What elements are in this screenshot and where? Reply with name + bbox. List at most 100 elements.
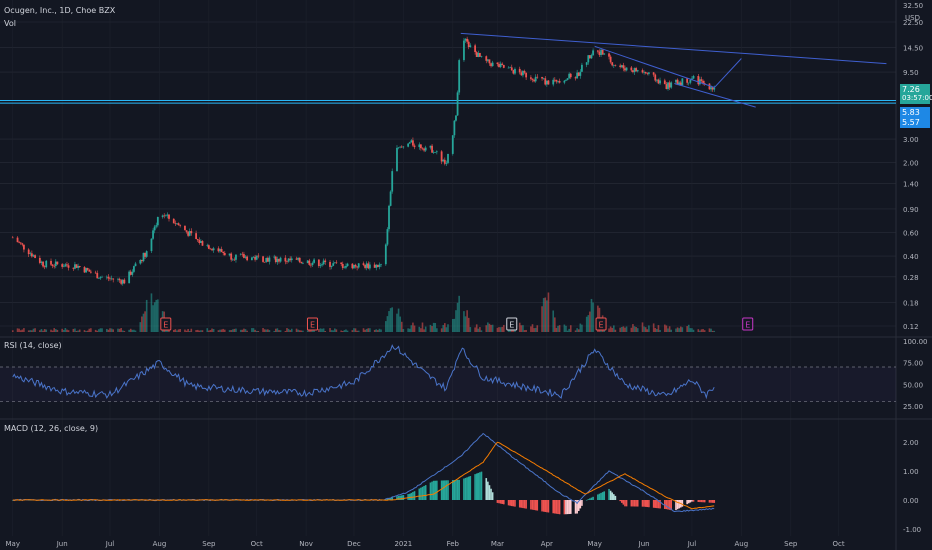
volume-bar (455, 310, 457, 332)
earnings-marker[interactable]: E (742, 317, 754, 331)
candle-body (340, 262, 343, 264)
macd-histogram-bar (525, 500, 527, 509)
candle-body (574, 77, 577, 79)
volume-bar (656, 329, 658, 332)
volume-bar (485, 325, 488, 332)
macd-histogram-bar (668, 500, 671, 510)
volume-bar (413, 325, 416, 332)
earnings-marker[interactable]: E (595, 317, 607, 331)
candle-body (156, 216, 159, 226)
macd-histogram-bar (587, 499, 590, 500)
volume-bar (101, 328, 103, 332)
volume-bar (200, 330, 202, 332)
candle-body (545, 80, 548, 85)
volume-bar (466, 310, 468, 332)
candle-body (588, 55, 591, 59)
volume-bar (429, 324, 432, 332)
price-axis-label: 1.40 (903, 180, 919, 188)
volume-bar (641, 322, 644, 332)
candle-body (284, 257, 287, 262)
macd-histogram-bar (455, 479, 457, 500)
candle-body (608, 53, 610, 57)
candle-body (643, 71, 645, 73)
volume-bar (289, 330, 291, 332)
macd-histogram-bar (397, 495, 400, 500)
candle-body (442, 159, 445, 162)
candle-body (184, 225, 186, 231)
candle-body (509, 67, 512, 69)
volume-bar (710, 328, 712, 332)
time-axis-label: Jul (105, 540, 115, 548)
volume-bar (179, 329, 181, 332)
candle-body (676, 79, 679, 85)
volume-bar (498, 327, 500, 332)
horizontal-lines[interactable] (0, 99, 896, 104)
volume-bar (389, 308, 392, 332)
volume-bar (619, 327, 621, 332)
earnings-marker-box (306, 317, 318, 331)
volume-bar (196, 329, 199, 332)
volume-bar (463, 311, 465, 332)
time-axis-label: Jun (56, 540, 68, 548)
volume-bar (380, 329, 382, 332)
candle-body (467, 41, 470, 47)
candle-body (391, 171, 394, 192)
volume-bar (670, 329, 673, 332)
candle-body (523, 70, 526, 73)
candle-body (678, 82, 681, 85)
earnings-marker[interactable]: E (506, 317, 518, 331)
volume-bar (620, 326, 623, 332)
macd-histogram-bar (552, 500, 555, 514)
time-axis-label: Jul (687, 540, 697, 548)
volume-bar (267, 329, 269, 332)
candle-body (222, 251, 225, 254)
candle-body (412, 140, 414, 146)
volume-bar (402, 328, 405, 332)
earnings-marker[interactable]: E (160, 317, 172, 331)
candle-body (665, 84, 668, 89)
volume-bar (117, 328, 119, 332)
candle-body (587, 55, 590, 63)
price-axis-label: 0.90 (903, 206, 919, 214)
candle-body (257, 255, 260, 257)
candle-body (581, 64, 583, 72)
macd-histogram-bar (633, 500, 636, 507)
candle-body (686, 78, 689, 83)
macd-histogram-bar (547, 500, 550, 513)
volume-bar (373, 329, 376, 332)
volume-bar (699, 330, 701, 332)
candle-body (689, 79, 692, 83)
candle-body (652, 72, 655, 75)
candle-body (407, 143, 410, 147)
candle-body (131, 271, 134, 275)
candle-body (378, 264, 381, 267)
macd-histogram-bar (644, 500, 647, 507)
macd-histogram-bar (689, 500, 692, 503)
candle-body (77, 266, 80, 268)
trend-lines[interactable] (460, 32, 887, 108)
candle-body (265, 257, 268, 263)
macd-histogram-bar (501, 500, 504, 504)
candle-body (389, 191, 392, 206)
volume-bar (659, 330, 661, 332)
volume-bar (546, 300, 548, 332)
earnings-marker[interactable]: E (306, 317, 318, 331)
candle-body (217, 248, 220, 252)
candle-body (542, 78, 545, 79)
volume-bar (636, 328, 639, 332)
candle-body (313, 259, 315, 263)
candle-body (241, 253, 244, 255)
candle-body (496, 62, 499, 65)
candle-body (553, 79, 556, 81)
macd-histogram-bar (654, 500, 657, 508)
candle-body (32, 255, 35, 257)
candle-body (443, 159, 446, 164)
candle-body (190, 231, 193, 234)
candle-body (592, 50, 594, 56)
macd-histogram-bar (625, 500, 628, 507)
volume-bar (477, 328, 480, 332)
volume-bar (332, 330, 335, 332)
macd-histogram-bar (710, 500, 712, 503)
